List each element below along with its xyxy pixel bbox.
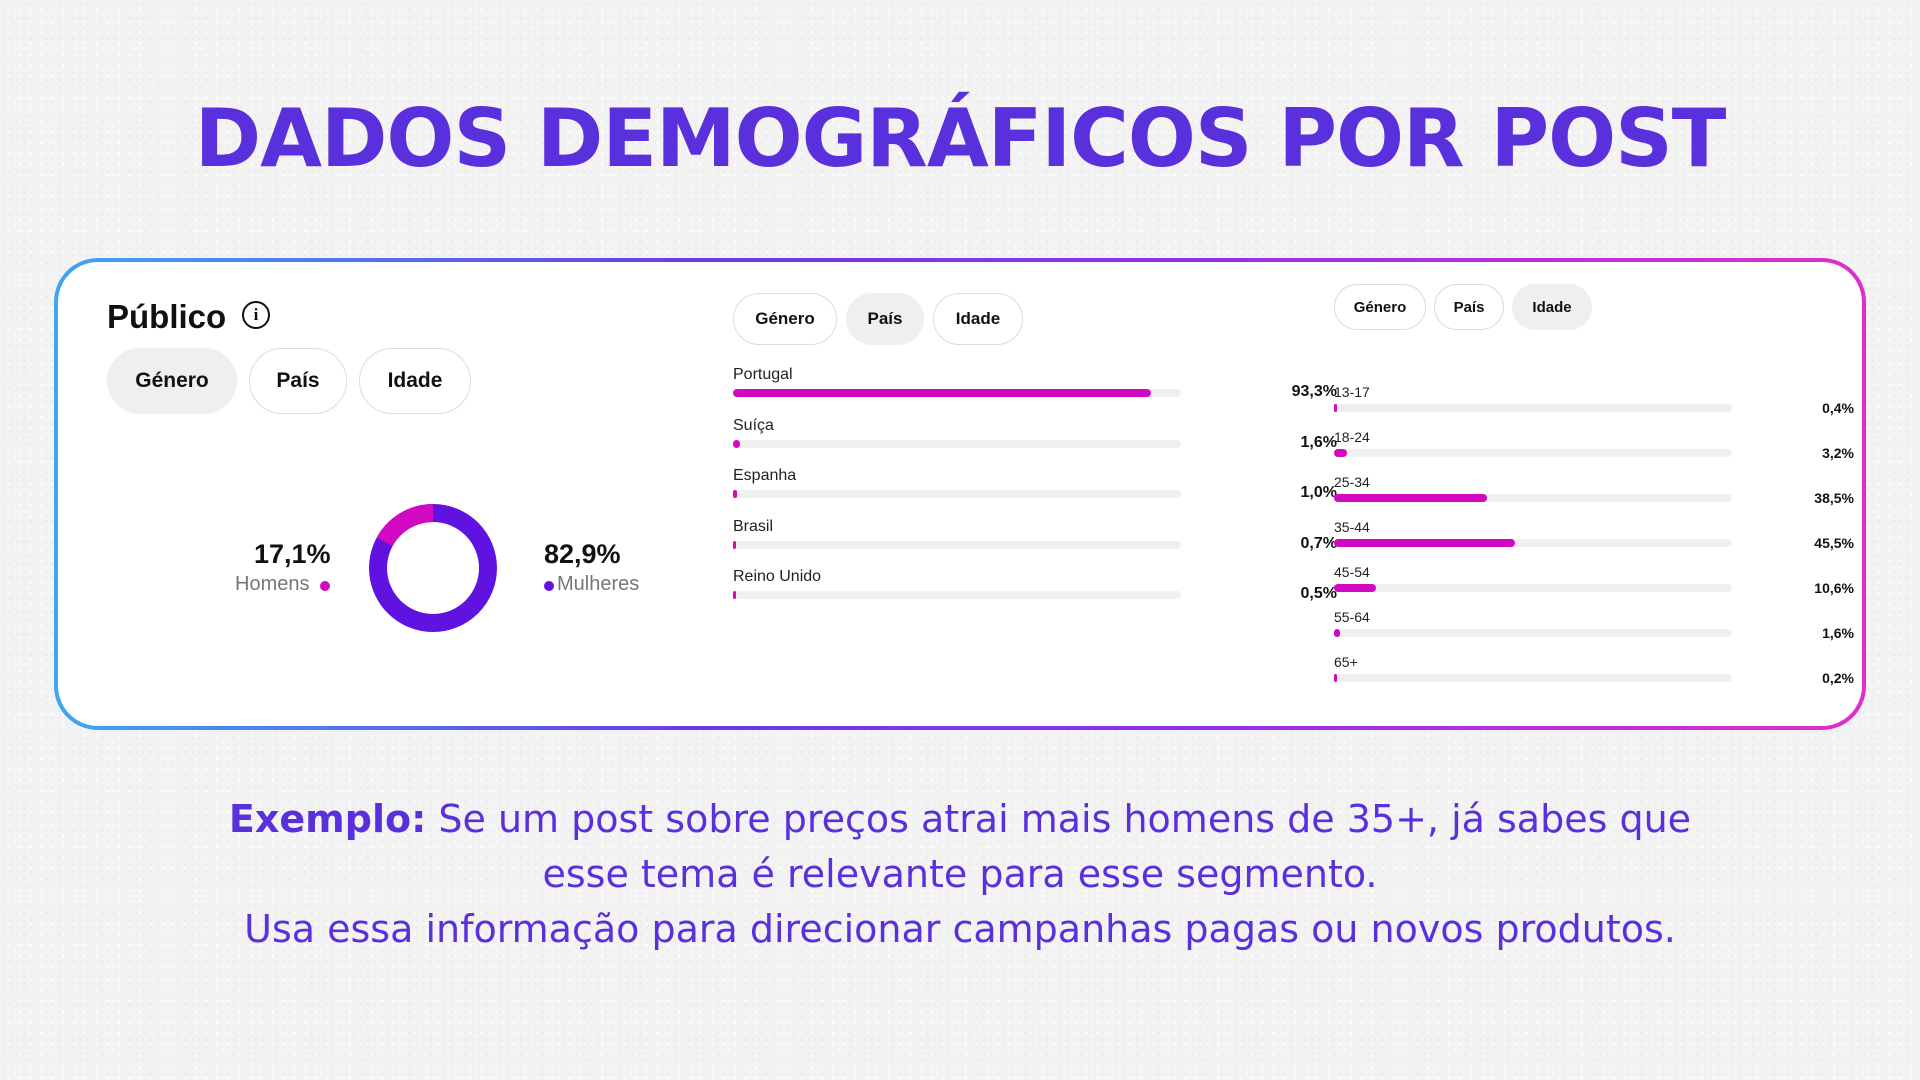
age-bar-fill: [1334, 404, 1337, 412]
age-bar-track: [1334, 674, 1732, 682]
age-row-label: 25-34: [1334, 474, 1370, 490]
men-percentage: 17,1%: [254, 539, 331, 569]
card-body: Público i Género País Idade 17,1% Homens…: [58, 262, 1862, 726]
age-bar-track: [1334, 629, 1732, 637]
country-bar-track: [733, 490, 1181, 498]
age-bar-fill: [1334, 449, 1347, 457]
country-row-label: Espanha: [733, 467, 797, 484]
age-row-label: 13-17: [1334, 384, 1370, 400]
age-row-label: 45-54: [1334, 564, 1370, 580]
page-headline: DADOS DEMOGRÁFICOS POR POST: [194, 92, 1727, 185]
country-row-percentage: 1,0%: [1300, 484, 1337, 501]
country-tab-idade[interactable]: Idade: [933, 293, 1023, 345]
age-bar-track: [1334, 539, 1732, 547]
country-row-percentage: 0,5%: [1300, 585, 1337, 602]
age-row-percentage: 1,6%: [1822, 625, 1854, 641]
women-label: Mulheres: [557, 573, 640, 595]
country-row-label: Portugal: [733, 366, 793, 383]
age-row-label: 35-44: [1334, 519, 1370, 535]
country-bar-fill: [733, 490, 738, 498]
women-legend-dot: [544, 581, 554, 591]
country-bar-fill: [733, 439, 741, 448]
age-bar-track: [1334, 404, 1732, 412]
country-bar-track: [733, 591, 1181, 599]
info-icon[interactable]: i: [242, 301, 270, 329]
caption-line-1: Exemplo: Se um post sobre preços atrai m…: [0, 792, 1920, 847]
country-bar-fill: [733, 540, 737, 549]
age-tab-pais[interactable]: País: [1434, 284, 1504, 330]
age-row-percentage: 45,5%: [1814, 535, 1854, 551]
caption-line-2: esse tema é relevante para esse segmento…: [542, 852, 1378, 896]
country-bar-fill: [733, 591, 736, 599]
country-bar-track: [733, 389, 1181, 397]
age-row-label: 18-24: [1334, 429, 1370, 445]
women-percentage: 82,9%: [544, 539, 621, 569]
caption-line-3: Usa essa informação para direcionar camp…: [244, 907, 1676, 951]
country-row-percentage: 0,7%: [1300, 534, 1337, 552]
demographics-card: Público i Género País Idade 17,1% Homens…: [54, 258, 1866, 730]
tab-genero[interactable]: Género: [107, 348, 237, 414]
age-bar-fill: [1334, 674, 1337, 682]
age-row-percentage: 10,6%: [1814, 580, 1854, 596]
age-bar-track: [1334, 494, 1732, 502]
age-bar-fill: [1334, 584, 1377, 592]
country-row-label: Brasil: [733, 517, 774, 535]
country-row-label: Reino Unido: [733, 568, 822, 585]
country-bar-fill: [733, 389, 1151, 397]
country-row-percentage: 93,3%: [1291, 383, 1337, 400]
caption-line-1-text: Se um post sobre preços atrai mais homen…: [426, 797, 1692, 841]
age-bar-fill: [1334, 629, 1341, 637]
age-row-percentage: 38,5%: [1814, 490, 1854, 506]
country-tab-genero[interactable]: Género: [733, 293, 837, 345]
age-bar-track: [1334, 584, 1732, 592]
donut-men-segment: [368, 504, 497, 632]
age-row-label: 55-64: [1334, 609, 1370, 625]
age-bar-fill: [1334, 494, 1488, 502]
panel-title: Público: [107, 298, 227, 335]
men-label: Homens: [235, 573, 310, 595]
men-legend-dot: [320, 581, 330, 591]
age-row-percentage: 0,4%: [1822, 400, 1854, 416]
age-row-label: 65+: [1334, 654, 1358, 670]
age-tab-genero[interactable]: Género: [1334, 284, 1426, 330]
age-bar-track: [1334, 449, 1732, 457]
tab-pais[interactable]: País: [249, 348, 347, 414]
age-row-percentage: 0,2%: [1822, 670, 1854, 686]
tab-idade[interactable]: Idade: [359, 348, 471, 414]
country-bar-track: [733, 439, 1181, 448]
country-row-percentage: 1,6%: [1300, 433, 1337, 451]
age-row-percentage: 3,2%: [1822, 445, 1854, 461]
age-bar-fill: [1334, 539, 1516, 547]
caption-lead: Exemplo:: [228, 797, 427, 841]
country-tab-pais[interactable]: País: [846, 293, 924, 345]
country-row-label: Suíça: [733, 416, 774, 434]
gender-donut-chart: [368, 504, 497, 632]
age-tab-idade[interactable]: Idade: [1512, 284, 1592, 330]
country-bar-track: [733, 540, 1181, 549]
